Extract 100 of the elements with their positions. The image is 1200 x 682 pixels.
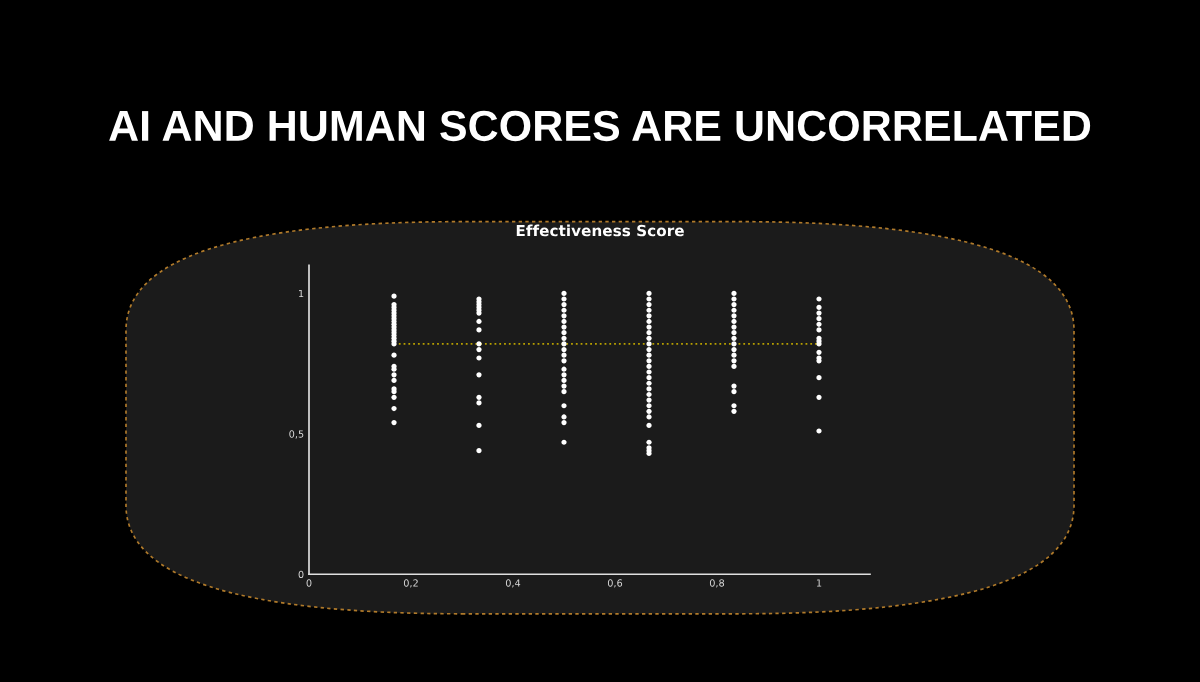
point	[646, 391, 652, 398]
point	[476, 422, 482, 428]
point	[816, 310, 822, 316]
point	[646, 313, 652, 319]
point	[816, 321, 822, 327]
point	[391, 405, 397, 412]
point	[561, 366, 567, 372]
point	[561, 372, 567, 378]
x-tick-label: 0,6	[607, 579, 623, 588]
point	[816, 428, 822, 434]
point	[816, 327, 822, 333]
point	[731, 324, 737, 330]
point	[731, 335, 737, 341]
point	[561, 290, 567, 296]
point	[561, 352, 567, 358]
point	[561, 377, 567, 384]
point	[731, 352, 737, 358]
point	[476, 448, 482, 454]
point	[731, 307, 737, 313]
point	[561, 335, 567, 341]
point	[731, 341, 737, 347]
point	[561, 414, 567, 420]
point	[646, 408, 652, 414]
point	[561, 403, 567, 409]
point	[731, 302, 737, 308]
point	[561, 383, 567, 389]
point	[561, 419, 567, 426]
point	[646, 290, 652, 296]
point	[646, 330, 652, 336]
point	[391, 293, 397, 299]
point	[731, 290, 737, 296]
point	[731, 346, 737, 353]
point	[476, 355, 482, 361]
point	[561, 330, 567, 336]
point	[476, 346, 482, 353]
point	[476, 372, 482, 378]
point	[561, 389, 567, 395]
point	[816, 375, 822, 381]
x-tick-label: 1	[816, 579, 822, 587]
x-tick-label: 0,8	[709, 579, 725, 588]
point	[646, 324, 652, 330]
point	[646, 296, 652, 302]
point	[476, 318, 482, 325]
y-tick-label: 0,5	[289, 430, 304, 439]
point	[561, 302, 567, 308]
point	[646, 422, 652, 428]
point	[816, 394, 822, 400]
point	[646, 302, 652, 308]
point	[646, 318, 652, 325]
point	[561, 313, 567, 319]
point	[646, 335, 652, 341]
point	[476, 341, 482, 347]
point	[391, 419, 397, 426]
chart-title: AI AND HUMAN SCORES ARE UNCORRELATED	[109, 110, 1091, 142]
point	[731, 383, 737, 389]
x-tick-label: 0,2	[403, 579, 418, 588]
point	[476, 400, 482, 406]
point	[646, 439, 652, 445]
point	[561, 358, 567, 364]
point	[391, 377, 397, 384]
point	[731, 408, 737, 414]
point	[561, 307, 567, 313]
point	[646, 346, 652, 353]
point	[731, 358, 737, 364]
point	[816, 304, 822, 311]
point	[561, 341, 567, 347]
point	[476, 394, 482, 400]
point	[391, 394, 397, 400]
point	[476, 327, 482, 333]
point	[816, 296, 822, 302]
y-tick-label: 1	[299, 289, 304, 298]
chart-subtitle: Effectiveness Score	[516, 224, 684, 237]
point	[646, 375, 652, 381]
point	[731, 313, 737, 319]
point	[646, 363, 652, 370]
point	[646, 352, 652, 358]
point	[731, 403, 737, 409]
point	[646, 307, 652, 313]
point	[816, 316, 822, 322]
point	[561, 324, 567, 330]
point	[391, 372, 397, 378]
point	[646, 403, 652, 409]
point	[731, 363, 737, 370]
point	[561, 296, 567, 302]
point	[646, 397, 652, 403]
point	[731, 330, 737, 336]
point	[646, 414, 652, 420]
y-tick-label: 0	[298, 570, 304, 579]
point	[646, 386, 652, 392]
point	[646, 380, 652, 386]
point	[731, 389, 737, 395]
x-tick-label: 0	[306, 579, 312, 587]
point	[646, 369, 652, 375]
point	[391, 352, 397, 358]
point	[646, 341, 652, 347]
point	[561, 346, 567, 353]
point	[731, 296, 737, 302]
point	[646, 358, 652, 364]
point	[561, 439, 567, 445]
point	[816, 349, 822, 355]
